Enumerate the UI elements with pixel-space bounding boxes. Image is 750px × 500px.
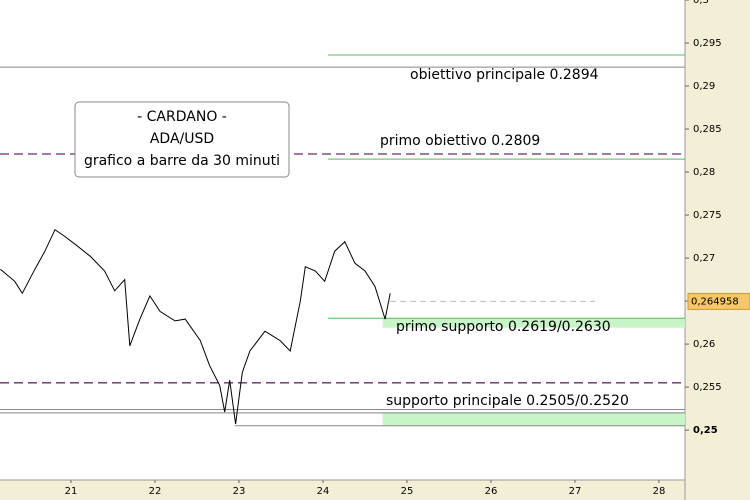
plot-area bbox=[0, 0, 685, 480]
x-axis-panel bbox=[0, 480, 685, 500]
x-tick-label: 28 bbox=[653, 486, 666, 497]
support-band bbox=[382, 412, 685, 426]
price-line bbox=[0, 228, 391, 425]
y-tick-label: 0,29 bbox=[693, 81, 715, 92]
last-price-label: 0,264958 bbox=[691, 296, 739, 307]
x-tick-label: 22 bbox=[149, 486, 162, 497]
x-tick-label: 24 bbox=[317, 486, 330, 497]
y-tick-label: 0,27 bbox=[693, 253, 715, 264]
y-tick-label: 0,285 bbox=[693, 124, 722, 135]
title-line: grafico a barre da 30 minuti bbox=[84, 153, 280, 169]
x-tick-label: 23 bbox=[233, 486, 246, 497]
last-price-box bbox=[687, 292, 750, 310]
title-line: ADA/USD bbox=[150, 131, 214, 147]
y-tick-label: 0,295 bbox=[693, 38, 722, 49]
y-tick-label: 0,275 bbox=[693, 210, 722, 221]
annotation: primo obiettivo 0.2809 bbox=[380, 133, 540, 149]
support-band bbox=[382, 318, 685, 328]
y-tick-label: 0,26 bbox=[693, 339, 715, 350]
annotation: primo supporto 0.2619/0.2630 bbox=[396, 319, 611, 335]
title-line: - CARDANO - bbox=[137, 109, 227, 125]
x-tick-label: 27 bbox=[569, 486, 582, 497]
y-axis-panel bbox=[685, 0, 750, 500]
annotation: obiettivo principale 0.2894 bbox=[410, 67, 599, 83]
y-tick-label: 0,28 bbox=[693, 167, 715, 178]
x-tick-label: 21 bbox=[65, 486, 78, 497]
x-tick-label: 25 bbox=[401, 486, 414, 497]
title-box bbox=[74, 101, 290, 178]
y-tick-label: 0,3 bbox=[693, 0, 709, 6]
x-tick-label: 26 bbox=[485, 486, 498, 497]
y-tick-label: 0,255 bbox=[693, 382, 722, 393]
y-tick-label: 0,25 bbox=[693, 425, 718, 436]
annotation: supporto principale 0.2505/0.2520 bbox=[386, 393, 629, 409]
